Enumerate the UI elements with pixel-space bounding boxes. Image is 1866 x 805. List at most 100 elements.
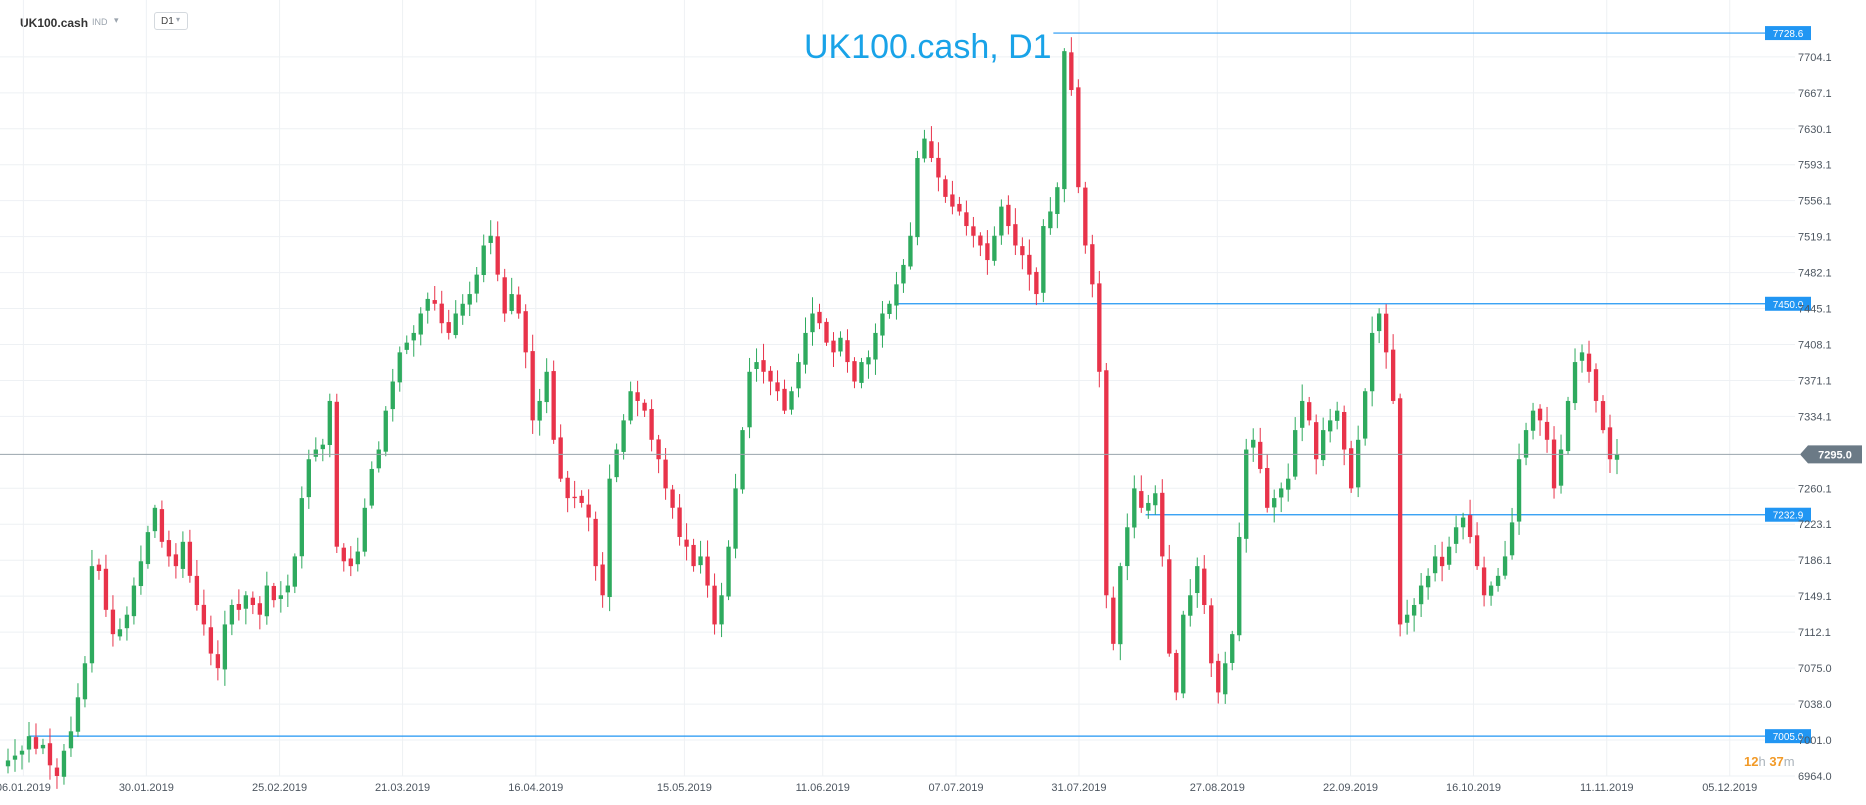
candle-body: [145, 532, 151, 565]
x-tick-label: 11.11.2019: [1580, 782, 1633, 794]
candle-body: [12, 755, 18, 760]
candle-body: [131, 585, 137, 617]
x-tick-label: 22.09.2019: [1323, 782, 1378, 794]
candle-body: [26, 736, 32, 750]
candle-body: [1125, 527, 1130, 567]
current-price-tag: [1800, 445, 1862, 464]
candle-body: [1181, 614, 1186, 694]
candle-body: [40, 744, 46, 749]
candle-body: [537, 400, 542, 421]
candle-body: [425, 298, 430, 311]
candle-body: [110, 609, 116, 635]
countdown-minutes: 37: [1769, 754, 1784, 769]
candle-body: [579, 495, 584, 503]
candle-body: [789, 391, 794, 410]
candle-body: [754, 362, 759, 370]
candle-body: [215, 654, 221, 669]
candle-body: [1076, 87, 1081, 188]
candle-body: [1153, 493, 1158, 506]
candle-body: [1034, 271, 1039, 295]
instrument-type-label[interactable]: IND: [92, 17, 108, 27]
candle-body: [600, 564, 605, 596]
candle-body: [432, 300, 437, 304]
x-tick-label: 15.05.2019: [657, 782, 712, 794]
candle-body: [103, 568, 109, 610]
candle-body: [1474, 535, 1480, 567]
candle-body: [1369, 332, 1375, 392]
candle-body: [257, 603, 263, 615]
candle-body: [950, 194, 955, 207]
candle-body: [1335, 410, 1340, 421]
candle-body: [558, 437, 563, 479]
candle-body: [418, 313, 423, 335]
candle-body: [663, 459, 668, 489]
candle-body: [677, 507, 682, 537]
level-price-tag: [1765, 296, 1811, 311]
chart-title: UK100.cash, D1: [804, 28, 1052, 66]
y-tick-label: 7445.1: [1798, 304, 1832, 316]
candle-body: [586, 504, 591, 518]
y-axis: 7704.1 7667.1 7630.1 7593.1 7556.1 7519.1 7482…: [1798, 52, 1832, 783]
candle-body: [733, 488, 738, 549]
candle-body: [439, 303, 444, 324]
candle-body: [1279, 488, 1284, 498]
symbol-label[interactable]: UK100.cash: [20, 16, 89, 30]
y-tick-label: 7149.1: [1798, 591, 1832, 603]
candle-body: [446, 322, 451, 333]
candle-body: [33, 737, 39, 749]
candle-body: [390, 381, 395, 410]
candle-body: [929, 141, 934, 159]
candle-body: [159, 509, 165, 542]
candle-body: [509, 294, 514, 311]
candle-body: [1439, 556, 1445, 567]
candle-body: [852, 361, 857, 382]
candle-body: [201, 604, 207, 625]
candle-body: [1328, 420, 1333, 432]
candle-body: [481, 245, 486, 276]
candle-body: [1195, 566, 1200, 594]
candle-body: [1097, 283, 1102, 372]
y-tick-label: 7630.1: [1798, 124, 1832, 136]
candle-body: [1572, 362, 1578, 404]
candle-body: [397, 352, 402, 383]
level-price-label: 7450.0: [1773, 300, 1804, 311]
candle-body: [1013, 224, 1018, 246]
candle-body: [271, 585, 277, 601]
candle-body: [1600, 401, 1606, 431]
candle-body: [530, 351, 535, 421]
candle-body: [1495, 575, 1501, 586]
x-tick-label: 16.10.2019: [1446, 782, 1501, 794]
chevron-down-icon[interactable]: ▾: [176, 15, 181, 24]
candle-body: [1293, 430, 1298, 477]
level-price-label: 7005.0: [1773, 732, 1804, 743]
candle-body: [1411, 604, 1417, 616]
candle-body: [1223, 663, 1228, 695]
candle-body: [194, 575, 200, 605]
candle-body: [1432, 556, 1438, 574]
candle-body: [1565, 400, 1571, 452]
candle-body: [208, 627, 214, 654]
candle-body: [61, 750, 67, 777]
candle-body: [1502, 556, 1508, 576]
candle-body: [915, 158, 920, 238]
candle-body: [1083, 187, 1088, 246]
candle-body: [740, 430, 745, 490]
timeframe-select[interactable]: D1: [154, 12, 188, 30]
candle-body: [705, 556, 710, 586]
candle-body: [523, 311, 528, 353]
x-tick-label: 11.06.2019: [796, 782, 850, 794]
candle-body: [1202, 568, 1207, 605]
candle-body: [943, 179, 948, 197]
candle-body: [355, 551, 360, 565]
candle-body: [187, 541, 193, 576]
candle-body: [964, 212, 969, 227]
candle-body: [348, 558, 353, 567]
level-price-label: 7728.6: [1773, 29, 1804, 40]
chevron-down-icon[interactable]: ▾: [114, 15, 119, 25]
candle-body: [376, 449, 381, 469]
candle-body: [1020, 246, 1025, 256]
candle-body: [54, 767, 60, 776]
candle-body: [411, 332, 416, 341]
candle-body: [1251, 439, 1256, 448]
